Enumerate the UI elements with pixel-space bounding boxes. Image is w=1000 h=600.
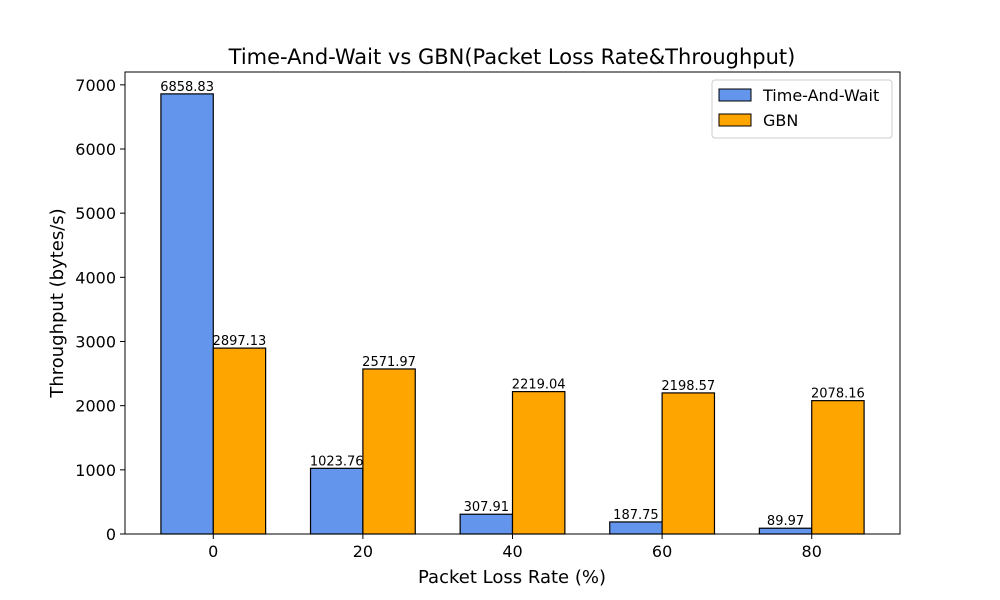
x-tick-label: 40 [502,542,522,561]
bar-time-and-wait-0 [160,93,214,535]
data-label: 2198.57 [661,379,715,394]
data-label: 1023.76 [310,454,364,469]
data-label: 2571.97 [362,355,416,370]
data-label: 187.75 [613,508,659,523]
legend-box [711,79,893,139]
legend: Time-And-Wait GBN [711,79,893,139]
y-tick-label: 2000 [75,397,116,416]
bar-gbn-40 [511,391,566,535]
y-tick-label: 5000 [75,204,116,223]
data-label: 2897.13 [213,334,267,349]
bar-gbn-60 [661,392,716,535]
data-label: 89.97 [767,514,804,529]
data-labels-layer: 6858.83 1023.76 307.91 187.75 89.97 2897.13 25… [160,80,865,529]
bar-time-and-wait-20 [309,467,364,535]
legend-swatch [718,113,752,127]
x-tick-label: 0 [208,542,218,561]
legend-swatch [718,88,752,102]
y-tick-label: 4000 [75,268,116,287]
x-tick-label: 80 [802,542,822,561]
bar-gbn-80 [811,400,865,535]
bars-layer [160,93,865,535]
data-label: 6858.83 [160,80,214,95]
x-axis-title: Packet Loss Rate (%) [418,567,606,588]
y-tick-label: 1000 [75,461,116,480]
chart-title: Time-And-Wait vs GBN(Packet Loss Rate&Th… [228,45,796,69]
y-tick-label: 6000 [75,140,116,159]
data-label: 307.91 [464,500,510,515]
x-tick-label: 60 [652,542,672,561]
axes-layer: 0 1000 2000 3000 4000 5000 6000 7000 0 20 40 60 80 [75,71,901,561]
legend-label: GBN [763,111,798,130]
bar-time-and-wait-40 [459,513,514,535]
data-label: 2078.16 [811,387,865,402]
legend-label: Time-And-Wait [762,86,879,105]
y-axis-title: Throughput (bytes/s) [47,208,68,398]
bar-gbn-20 [362,368,416,535]
y-tick-label: 3000 [75,333,116,352]
bar-gbn-0 [212,347,267,535]
data-label: 2219.04 [512,378,566,393]
x-tick-label: 20 [353,542,373,561]
y-tick-label: 7000 [75,76,116,95]
bar-time-and-wait-60 [609,521,663,535]
y-tick-label: 0 [106,525,116,544]
